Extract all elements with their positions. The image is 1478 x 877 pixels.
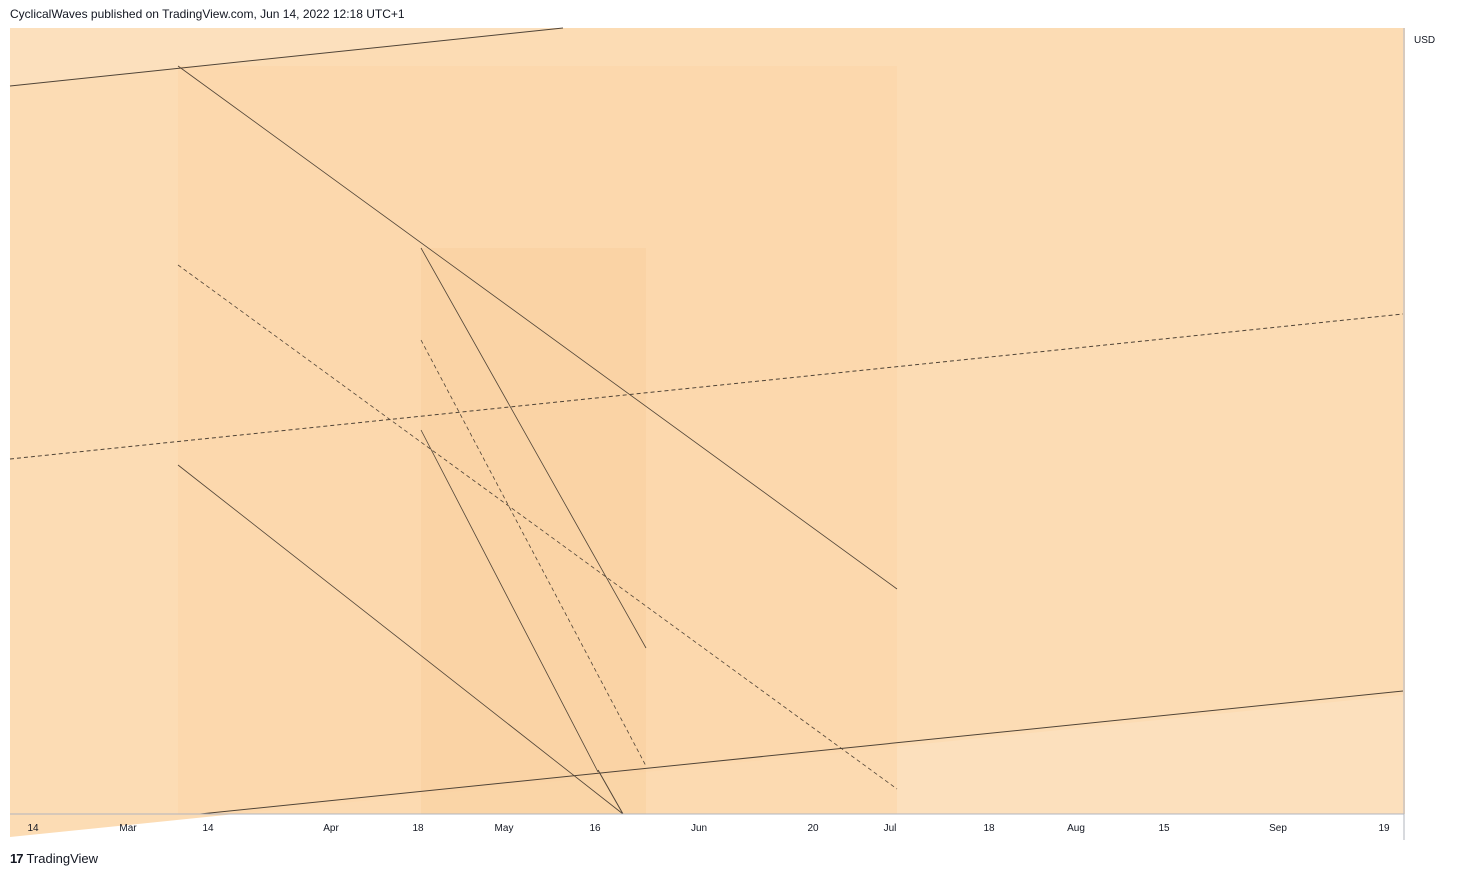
x-tick-label: 15: [1158, 823, 1170, 834]
x-tick-label: 16: [589, 823, 601, 834]
steep-line: [597, 769, 624, 815]
x-tick-label: 18: [412, 823, 424, 834]
tradingview-logo-icon: 17: [10, 851, 24, 866]
chart-background: [10, 28, 1405, 837]
range-box-1: [178, 66, 897, 814]
x-axis-ticks: 14 Mar 14 Apr 18 May 16 Jun 20 Jul 18 Aug 15 Sep 19: [27, 823, 1390, 834]
x-tick-label: Jul: [884, 823, 897, 834]
x-tick-label: Jun: [691, 823, 707, 834]
falling-lower-line: [177, 464, 624, 815]
x-tick-label: 18: [983, 823, 995, 834]
footer-brand: 17 TradingView: [10, 851, 98, 866]
trend-lines: [9, 27, 1404, 815]
x-tick-label: 20: [807, 823, 819, 834]
upper-channel-line: [9, 27, 564, 87]
axes-frame: [10, 28, 1405, 840]
x-tick-label: 19: [1378, 823, 1390, 834]
publish-info: CyclicalWaves published on TradingView.c…: [10, 7, 405, 21]
midline-dashed: [9, 313, 1404, 460]
inner-upper-line: [420, 247, 647, 649]
inner-lower-line: [420, 429, 599, 773]
x-tick-label: 14: [202, 823, 214, 834]
x-tick-label: May: [495, 823, 514, 834]
currency-label: USD: [1414, 35, 1435, 46]
x-tick-label: Aug: [1067, 823, 1085, 834]
x-tick-label: Apr: [323, 823, 339, 834]
falling-mid-dashed: [177, 264, 898, 790]
falling-upper-line: [177, 65, 898, 590]
x-tick-label: Sep: [1269, 823, 1287, 834]
x-tick-label: Mar: [119, 823, 137, 834]
inner-mid-dashed: [420, 339, 647, 767]
lower-channel-line: [199, 690, 1404, 815]
brand-name: TradingView: [26, 851, 99, 866]
x-tick-label: 14: [27, 823, 39, 834]
range-box-2: [421, 248, 646, 814]
